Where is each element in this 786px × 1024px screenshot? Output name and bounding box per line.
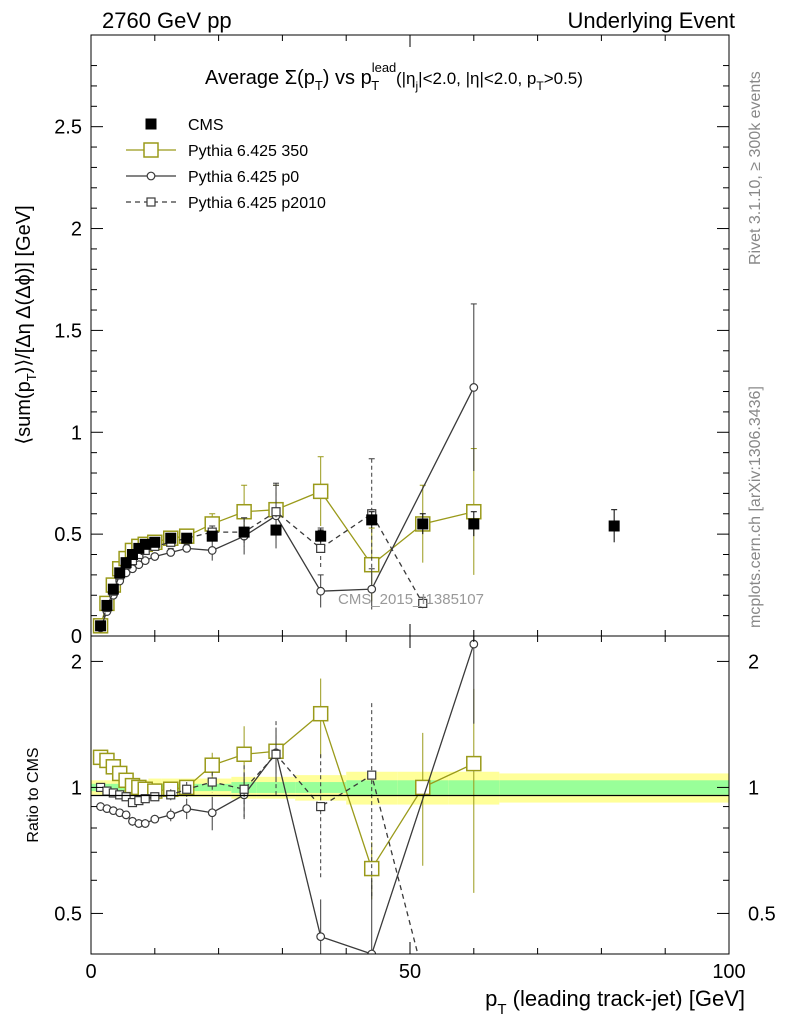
y-tick-label: 0.5: [54, 524, 82, 546]
rivet-version-label: Rivet 3.1.10, ≥ 300k events: [747, 71, 764, 265]
p2010-marker: [316, 543, 326, 553]
axis-ticks-group: 0 50 100 0 0.5 1 1.5 2 2.5 0.5 1 2 0.5 1 2: [54, 35, 776, 983]
p350-marker: [312, 705, 329, 722]
cms-marker: [468, 518, 480, 530]
cms-marker: [366, 514, 378, 526]
p0-marker: [367, 949, 377, 954]
p0-marker: [150, 552, 160, 561]
cms-marker: [126, 549, 138, 561]
p350-marker: [312, 483, 329, 500]
y-tick-label: 2: [71, 219, 82, 241]
cms-marker: [133, 542, 145, 554]
p2010-marker: [367, 770, 377, 780]
p0-marker: [140, 819, 150, 828]
p0-marker: [182, 804, 192, 814]
cms-marker: [270, 524, 282, 536]
cms-marker: [101, 599, 113, 611]
y-tick-label: 0: [71, 626, 82, 648]
cms-marker: [114, 567, 126, 579]
cms-marker: [95, 620, 107, 632]
p2010-marker: [316, 801, 326, 812]
series-ratio-3: [95, 703, 419, 954]
y-tick-label: 1: [71, 422, 82, 444]
cms-marker: [315, 530, 327, 542]
p350-marker: [236, 746, 252, 763]
band-inner-segment: [499, 780, 729, 795]
p2010-marker: [121, 792, 131, 802]
p2010-marker: [271, 507, 281, 517]
legend: CMS Pythia 6.425 350 Pythia 6.425 p0 Pythia…: [126, 117, 326, 212]
cms-marker: [149, 536, 161, 548]
analysis-watermark: CMS_2015_I1385107: [338, 591, 484, 608]
y-tick-label: 2.5: [54, 117, 82, 139]
p350-marker: [363, 860, 380, 877]
y-tick-label-ratio: 2: [71, 651, 82, 673]
cms-marker: [145, 118, 157, 130]
y-tick-label-ratio-right: 0.5: [748, 903, 776, 925]
x-tick-label: 50: [399, 961, 421, 983]
p0-marker: [316, 586, 326, 596]
p0-marker: [316, 932, 326, 942]
legend-label: Pythia 6.425 350: [188, 143, 308, 160]
legend-label: CMS: [188, 117, 224, 134]
data-marks-group: [92, 303, 620, 954]
cms-marker: [120, 557, 132, 569]
p350-marker: [415, 779, 431, 796]
series-0: [95, 509, 620, 632]
p2010-marker: [150, 792, 160, 802]
p0-marker: [367, 584, 377, 594]
p0-marker: [166, 548, 176, 557]
cms-marker: [165, 532, 177, 544]
y-tick-label-ratio: 0.5: [54, 903, 82, 925]
cms-marker: [608, 520, 620, 532]
band-inner-segment: [199, 783, 232, 792]
y-tick-label-ratio-right: 2: [748, 651, 759, 673]
p0-marker: [469, 383, 479, 392]
cms-marker: [417, 518, 429, 530]
p0-marker: [207, 808, 217, 818]
band-inner-segment: [295, 782, 347, 793]
header-left: 2760 GeV pp: [102, 8, 232, 33]
p0-marker: [146, 171, 156, 181]
p2010-marker: [140, 794, 150, 804]
y-axis-label-top: ⟨sum(pT)⟩/[Δη Δ(Δϕ)] [GeV]: [13, 205, 39, 444]
p2010-marker: [418, 598, 428, 609]
p350-marker: [143, 142, 159, 158]
legend-label: Pythia 6.425 p2010: [188, 195, 326, 212]
cms-marker: [181, 532, 193, 544]
p2010-marker: [207, 777, 217, 787]
p350-marker: [236, 503, 252, 520]
y-axis-label-bottom: Ratio to CMS: [25, 747, 42, 842]
band-inner-segment: [110, 783, 117, 792]
legend-label: Pythia 6.425 p0: [188, 169, 299, 186]
p2010-marker: [271, 749, 281, 759]
p0-marker: [166, 810, 176, 820]
cms-marker: [139, 538, 151, 550]
chart-title: Average Σ(pT) vs plead T (|ηj|<2.0, |η|<2…: [205, 60, 583, 93]
p0-marker: [150, 814, 160, 824]
y-tick-label: 1.5: [54, 320, 82, 342]
p0-marker: [207, 546, 217, 555]
p2010-marker: [146, 197, 156, 207]
x-tick-label: 100: [712, 961, 745, 983]
x-axis-label: pT (leading track-jet) [GeV]: [485, 986, 745, 1018]
p350-marker: [466, 755, 482, 772]
p2010-marker: [239, 784, 249, 794]
y-tick-label-ratio: 1: [71, 777, 82, 799]
cms-marker: [238, 526, 250, 538]
series-2: [96, 303, 479, 633]
p2010-marker: [166, 790, 176, 800]
p0-marker: [121, 810, 131, 820]
mcplots-label: mcplots.cern.ch [arXiv:1306.3436]: [747, 386, 764, 628]
cms-marker: [107, 583, 119, 595]
p350-marker: [204, 757, 220, 773]
p2010-marker: [182, 784, 192, 794]
header-right: Underlying Event: [567, 8, 735, 33]
p0-marker: [182, 543, 192, 553]
cms-marker: [206, 530, 218, 542]
x-tick-label: 0: [85, 961, 96, 983]
y-tick-label-ratio-right: 1: [748, 777, 759, 799]
